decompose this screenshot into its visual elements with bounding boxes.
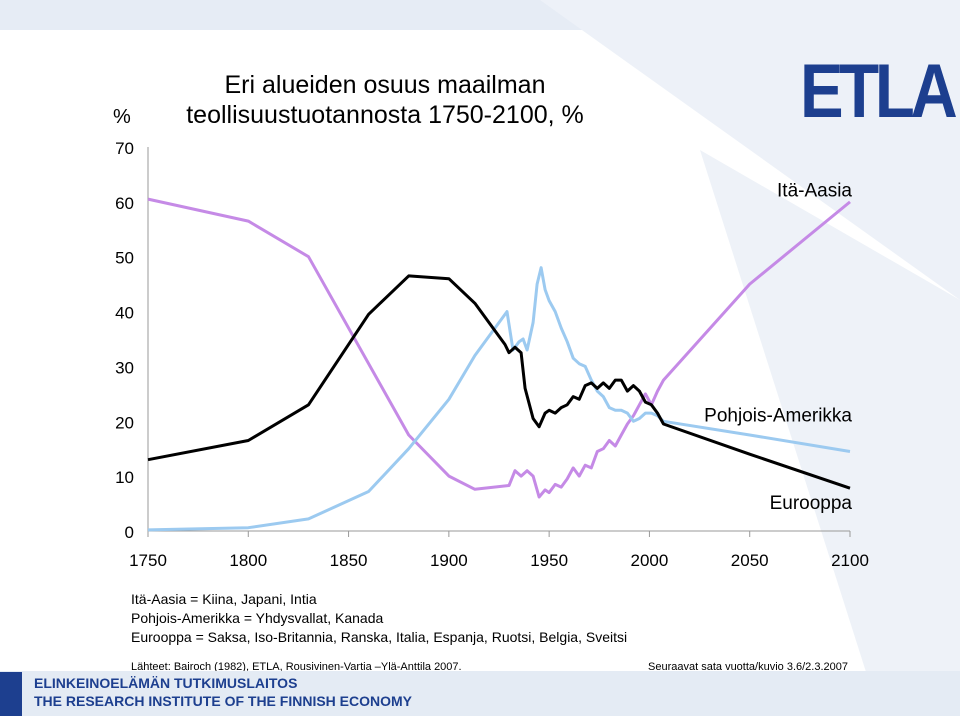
x-tick-label: 1900 <box>430 551 468 570</box>
series-annotation: Eurooppa <box>770 493 853 514</box>
series-reference: Seuraavat sata vuotta/kuvio 3.6/2.3.2007 <box>648 661 848 673</box>
footer-bar <box>0 671 960 716</box>
footer-institute-en: THE RESEARCH INSTITUTE OF THE FINNISH EC… <box>34 693 413 709</box>
series-line-ita-aasia <box>147 197 851 499</box>
y-tick-label: 70 <box>115 139 134 158</box>
y-tick-label: 50 <box>115 249 134 268</box>
x-tick-label: 1850 <box>330 551 368 570</box>
note-pohjois-amerikka: Pohjois-Amerikka = Yhdysvallat, Kanada <box>131 610 384 626</box>
x-tick-label: 2000 <box>631 551 669 570</box>
x-tick-label: 1950 <box>530 551 568 570</box>
x-tick-label: 1750 <box>129 551 167 570</box>
y-axis-unit: % <box>113 106 131 128</box>
y-tick-label: 20 <box>115 413 134 432</box>
y-tick-label: 40 <box>115 304 134 323</box>
y-tick-label: 30 <box>115 358 134 377</box>
y-tick-label: 10 <box>115 468 134 487</box>
note-ita-aasia: Itä-Aasia = Kiina, Japani, Intia <box>131 591 317 607</box>
footer-institute-fi: ELINKEINOELÄMÄN TUTKIMUSLAITOS <box>34 675 298 691</box>
note-eurooppa: Eurooppa = Saksa, Iso-Britannia, Ranska,… <box>131 629 628 645</box>
title-line-1: Eri alueiden osuus maailman <box>224 71 546 99</box>
title-line-2: teollisuustuotannosta 1750-2100, % <box>186 101 584 129</box>
series-line-eurooppa <box>147 274 851 490</box>
x-tick-label: 1800 <box>229 551 267 570</box>
y-tick-label: 0 <box>125 523 134 542</box>
source-text: Lähteet: Bairoch (1982), ETLA, Rousivine… <box>131 661 462 673</box>
footer-accent <box>0 672 22 716</box>
etla-logo: ETLA <box>800 49 958 134</box>
y-tick-label: 60 <box>115 194 134 213</box>
chart-title: Eri alueiden osuus maailman teollisuustu… <box>150 70 620 130</box>
region-definitions: Itä-Aasia = Kiina, Japani, Intia Pohjois… <box>131 590 627 647</box>
x-tick-label: 2050 <box>731 551 769 570</box>
x-tick-label: 2100 <box>831 551 869 570</box>
series-annotation: Itä-Aasia <box>777 180 852 201</box>
series-annotation: Pohjois-Amerikka <box>704 405 852 426</box>
series-line-pohjois-amerikka <box>147 266 851 532</box>
